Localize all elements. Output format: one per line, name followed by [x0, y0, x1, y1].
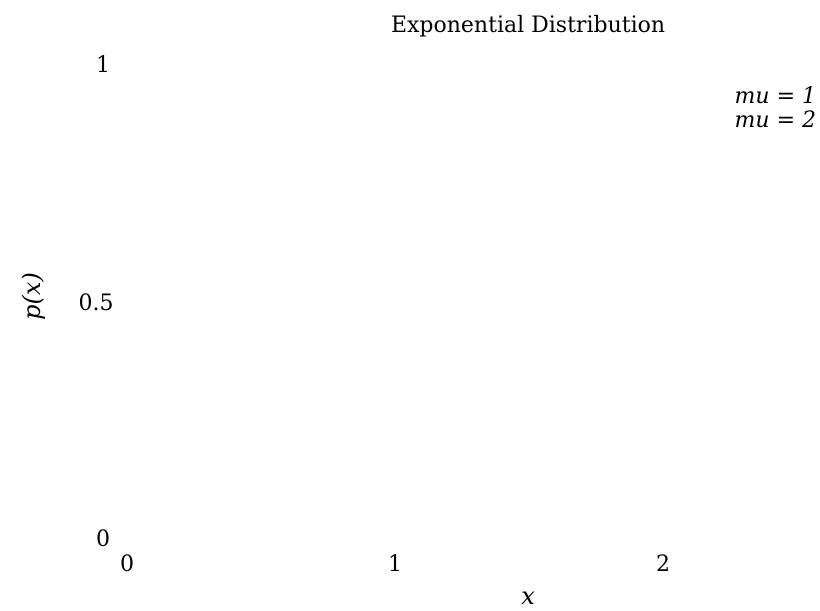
x-tick-label-1: 1	[388, 552, 402, 577]
legend-entry-mu-1: mu = 1	[735, 84, 816, 109]
legend: mu = 1 mu = 2	[735, 84, 816, 133]
y-axis-label: p(x)	[18, 272, 46, 320]
y-tick-label-0-5: 0.5	[79, 291, 114, 316]
y-tick-label-1: 1	[96, 53, 110, 78]
x-axis-label: x	[521, 582, 535, 610]
legend-entry-mu-2: mu = 2	[735, 108, 816, 133]
x-tick-label-0: 0	[120, 552, 134, 577]
chart-title: Exponential Distribution	[391, 13, 665, 38]
y-tick-label-0: 0	[96, 527, 110, 552]
x-tick-label-2: 2	[656, 552, 670, 577]
